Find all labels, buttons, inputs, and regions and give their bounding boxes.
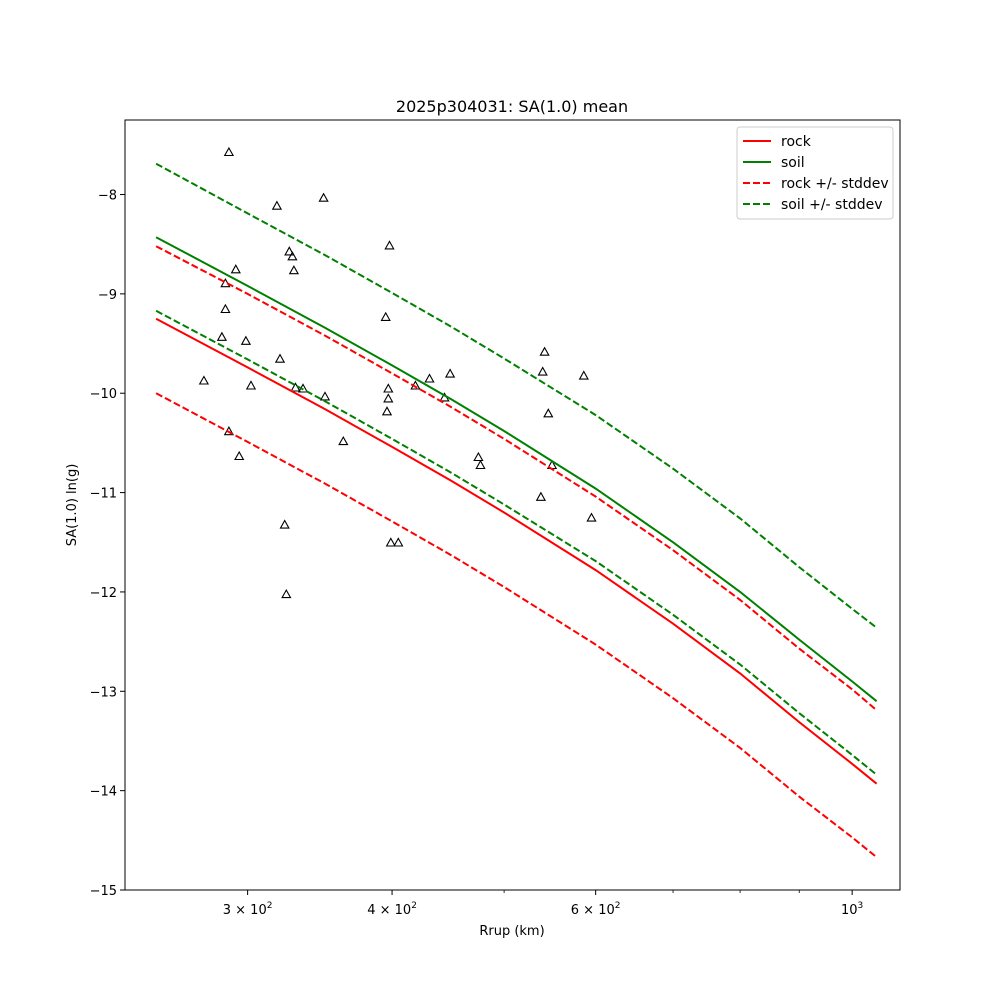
observation-point-9 bbox=[240, 335, 252, 345]
chart-title: 2025p304031: SA(1.0) mean bbox=[396, 97, 628, 116]
x-tick-label: 4 × 102 bbox=[367, 901, 417, 918]
y-tick-label: −9 bbox=[98, 288, 117, 303]
y-tick-label: −11 bbox=[90, 487, 117, 502]
series-line-rock-lower bbox=[155, 392, 878, 858]
legend-label-soil-stddev: soil +/- stddev bbox=[781, 197, 883, 213]
observation-point-22 bbox=[338, 435, 349, 446]
observation-point-42 bbox=[586, 512, 597, 522]
legend-box bbox=[736, 126, 894, 220]
x-axis-label: Rrup (km) bbox=[479, 924, 544, 939]
observation-point-10 bbox=[245, 380, 257, 390]
series-line-soil-upper bbox=[155, 162, 878, 629]
observation-point-8 bbox=[234, 450, 245, 461]
observation-point-36 bbox=[535, 491, 547, 501]
observation-point-11 bbox=[271, 200, 283, 210]
y-tick-label: −12 bbox=[90, 586, 117, 601]
observation-point-23 bbox=[380, 311, 391, 321]
observation-point-27 bbox=[384, 240, 395, 250]
observation-point-16 bbox=[287, 251, 298, 261]
observation-point-39 bbox=[543, 408, 554, 418]
observation-point-21 bbox=[319, 391, 331, 401]
y-tick-label: −13 bbox=[90, 685, 117, 700]
legend-label-rock: rock bbox=[781, 134, 812, 150]
y-tick-label: −15 bbox=[90, 884, 117, 899]
observation-point-1 bbox=[223, 146, 235, 157]
x-tick-label: 3 × 102 bbox=[223, 901, 273, 918]
observation-point-13 bbox=[279, 519, 290, 529]
observation-point-31 bbox=[424, 373, 435, 383]
y-tick-label: −14 bbox=[90, 785, 117, 800]
x-axis: 3 × 102 4 × 102 6 × 102 103 bbox=[223, 890, 863, 918]
observation-point-3 bbox=[216, 331, 228, 341]
observation-point-17 bbox=[288, 265, 300, 275]
legend: rock soil rock +/- stddev soil +/- stddev bbox=[736, 126, 894, 220]
observation-point-6 bbox=[230, 264, 241, 274]
observation-point-14 bbox=[281, 588, 292, 599]
legend-label-soil: soil bbox=[781, 155, 805, 171]
observation-point-24 bbox=[383, 383, 394, 393]
x-tick-label: 6 × 102 bbox=[571, 901, 621, 918]
legend-label-rock-stddev: rock +/- stddev bbox=[781, 176, 889, 192]
observation-point-38 bbox=[539, 346, 550, 356]
x-tick-label: 103 bbox=[841, 901, 863, 918]
observation-point-12 bbox=[274, 353, 286, 363]
y-tick-label: −8 bbox=[98, 189, 117, 204]
observation-point-29 bbox=[393, 537, 404, 547]
series-line-soil-lower bbox=[155, 309, 878, 776]
observation-point-41 bbox=[578, 370, 589, 380]
observation-point-26 bbox=[381, 406, 393, 416]
observation-point-28 bbox=[385, 537, 396, 547]
y-tick-label: −10 bbox=[90, 387, 117, 402]
plot-area bbox=[155, 146, 878, 858]
observation-point-2 bbox=[198, 375, 210, 385]
series-line-soil bbox=[155, 236, 878, 702]
y-axis: −15 −14 −13 −12 −11 −10 −9 −8 bbox=[90, 189, 125, 899]
observation-point-15 bbox=[284, 246, 295, 256]
observation-point-33 bbox=[444, 368, 456, 378]
observation-point-37 bbox=[537, 366, 548, 376]
series-line-rock bbox=[155, 317, 878, 785]
observation-point-4 bbox=[220, 303, 231, 314]
observation-point-35 bbox=[475, 459, 486, 470]
observation-point-25 bbox=[383, 393, 394, 403]
axes-frame bbox=[124, 119, 901, 891]
observation-point-34 bbox=[473, 451, 484, 462]
series-line-rock-upper bbox=[155, 245, 878, 711]
observation-point-20 bbox=[318, 192, 329, 202]
y-axis-label: SA(1.0) ln(g) bbox=[65, 464, 80, 547]
